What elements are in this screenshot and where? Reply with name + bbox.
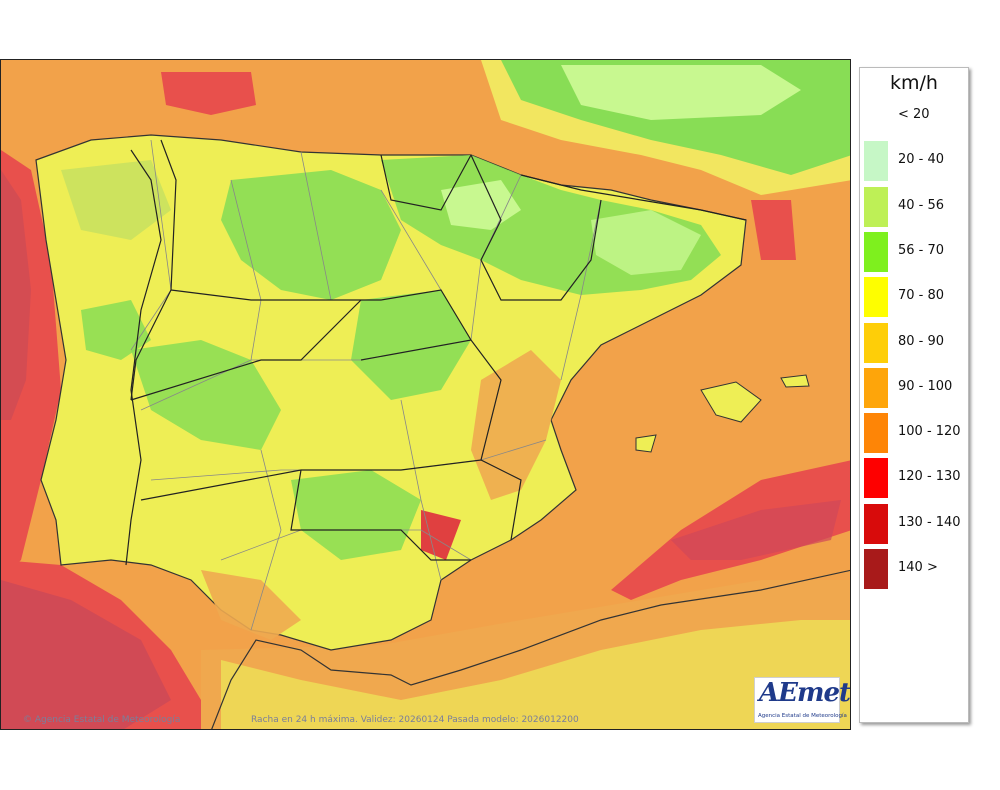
legend-swatch: [864, 413, 888, 454]
legend-entry: 90 - 100: [864, 367, 964, 408]
biscay-light-green-zone: [561, 65, 801, 120]
madrid-green-zone: [351, 290, 471, 400]
aemet-logo-mark: AEmet: [759, 678, 851, 708]
map-caption: Racha en 24 h máxima. Validez: 20260124 …: [251, 715, 579, 725]
legend-entry: 80 - 90: [864, 322, 964, 363]
mediterranean-dark-band: [671, 500, 841, 560]
region-borders: [130, 139, 602, 561]
legend-swatch: [864, 277, 888, 318]
legend-swatch: [864, 458, 888, 499]
legend-unit: km/h: [890, 72, 938, 94]
portugal-green-zone: [81, 300, 151, 360]
andalusia-green-zone: [291, 470, 421, 560]
north-africa-yellow-zone: [221, 620, 850, 729]
legend-swatch: [864, 367, 888, 408]
north-africa-coastline: [211, 569, 850, 729]
map-canvas: [1, 60, 850, 729]
france-border: [520, 174, 747, 221]
levante-orange-zone: [471, 350, 561, 500]
murcia-red-spot: [421, 510, 461, 560]
cadiz-land-orange-zone: [201, 570, 301, 640]
legend-entry: 20 - 40: [864, 141, 964, 182]
legend-label: 140 >: [898, 560, 938, 575]
province-borders: [130, 139, 602, 631]
legend-label: < 20: [898, 107, 930, 122]
copyright-credit: © Agencia Estatal de Meteorología: [23, 715, 181, 725]
cantabrian-red-spot: [161, 72, 256, 115]
legend-entry: 70 - 80: [864, 277, 964, 318]
legend-swatch: [864, 549, 888, 589]
legend-label: 80 - 90: [898, 333, 945, 349]
portugal-border: [125, 149, 162, 566]
legend-label: 20 - 40: [898, 152, 945, 168]
legend-label: 90 - 100: [898, 378, 953, 394]
legend-entry: < 20: [864, 96, 964, 136]
legend-entry: 100 - 120: [864, 413, 964, 454]
legend-label: 56 - 70: [898, 242, 945, 258]
legend-entry: 130 - 140: [864, 503, 964, 544]
aemet-logo: AEmet Agencia Estatal de Meteorología: [754, 677, 850, 723]
legend-swatch: [864, 96, 888, 136]
wind-gust-map: © Agencia Estatal de Meteorología Racha …: [0, 59, 851, 730]
gulf-lion-red-spot: [751, 200, 796, 260]
legend-swatch: [864, 231, 888, 272]
legend-swatch: [864, 186, 888, 227]
cadiz-dark-zone: [1, 580, 171, 729]
galicia-yellowgreen-zone: [61, 160, 171, 240]
legend-label: 100 - 120: [898, 424, 961, 440]
legend-label: 70 - 80: [898, 288, 945, 304]
extremadura-green-zone: [131, 340, 281, 450]
atlantic-dark-zone: [1, 170, 31, 420]
legend-entry: 120 - 130: [864, 458, 964, 499]
legend-entry: 56 - 70: [864, 231, 964, 272]
legend-label: 120 - 130: [898, 469, 961, 485]
menorca-island: [780, 374, 810, 388]
castilla-green-zone: [221, 170, 401, 300]
legend-label: 40 - 56: [898, 197, 945, 213]
ibiza-island: [635, 434, 657, 453]
legend-swatch: [864, 322, 888, 363]
legend-entry: 40 - 56: [864, 186, 964, 227]
legend-label: 130 - 140: [898, 514, 961, 530]
catalonia-light-green-zone: [591, 210, 701, 275]
legend-entry: 140 >: [864, 549, 964, 589]
legend-panel: km/h < 20 20 - 40 40 - 56 56 - 70 70 - 80 80 …: [859, 67, 969, 723]
mallorca-island: [700, 381, 762, 423]
legend-swatch: [864, 503, 888, 544]
aemet-logo-subtitle: Agencia Estatal de Meteorología: [758, 713, 847, 719]
legend-swatch: [864, 141, 888, 182]
